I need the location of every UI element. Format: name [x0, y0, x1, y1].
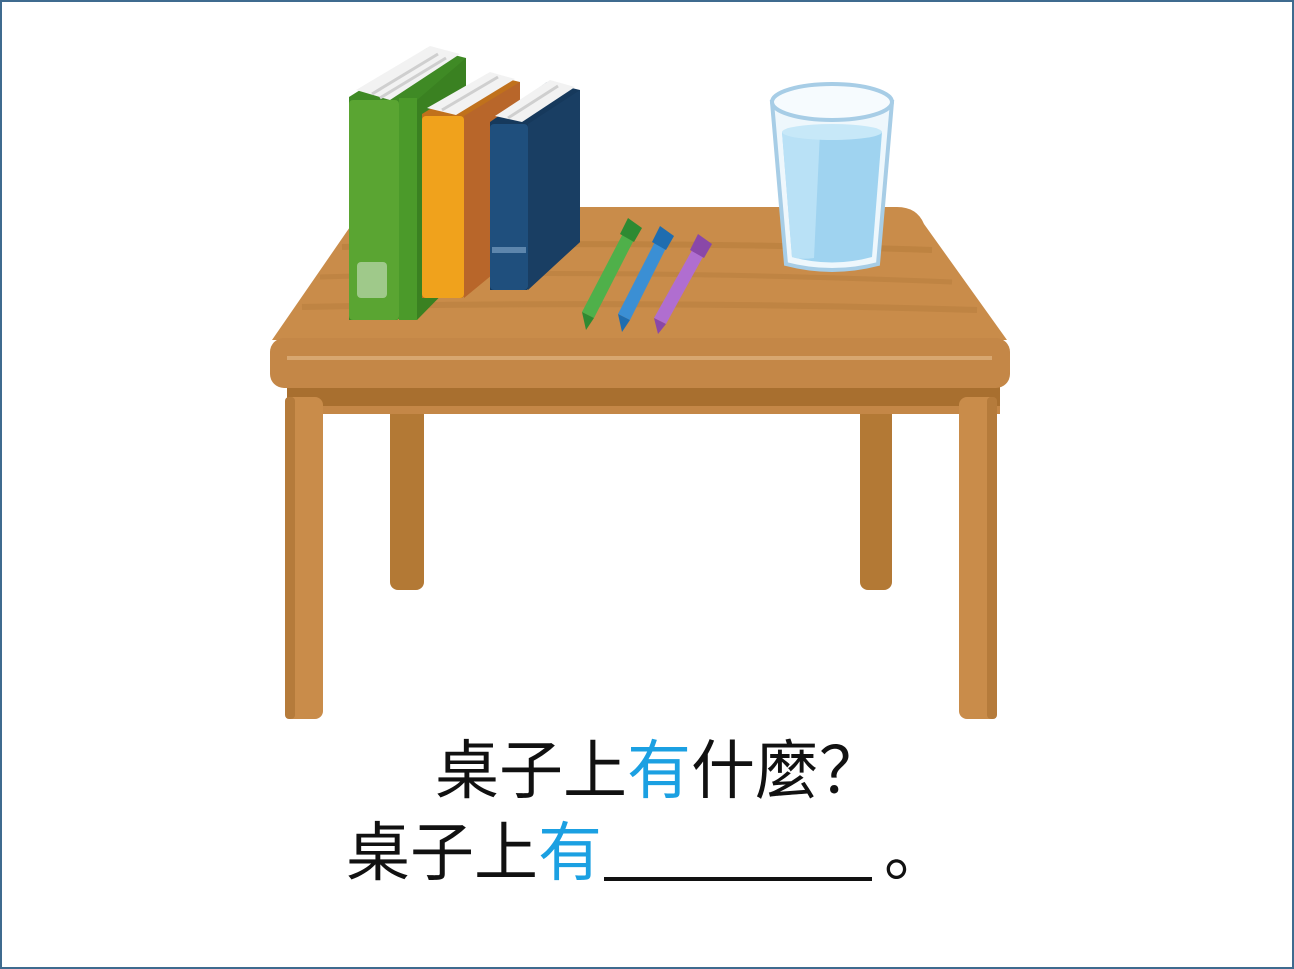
question-suffix: 什麼？ [691, 735, 883, 809]
answer-end: 。 [884, 817, 948, 891]
purple-pen-icon [654, 234, 712, 334]
answer-blank[interactable] [604, 817, 872, 881]
question-highlight: 有 [627, 735, 691, 809]
navy-book-icon [490, 80, 580, 290]
answer-highlight: 有 [538, 817, 602, 891]
answer-prefix: 桌子上 [346, 817, 538, 891]
green-pen-icon [582, 218, 642, 330]
answer-text: 桌子上有 。 [2, 814, 1292, 894]
question-prefix: 桌子上 [435, 735, 627, 809]
question-text: 桌子上有什麼？ [2, 732, 1292, 812]
blue-pen-icon [618, 226, 674, 332]
water-glass-icon [769, 82, 895, 272]
